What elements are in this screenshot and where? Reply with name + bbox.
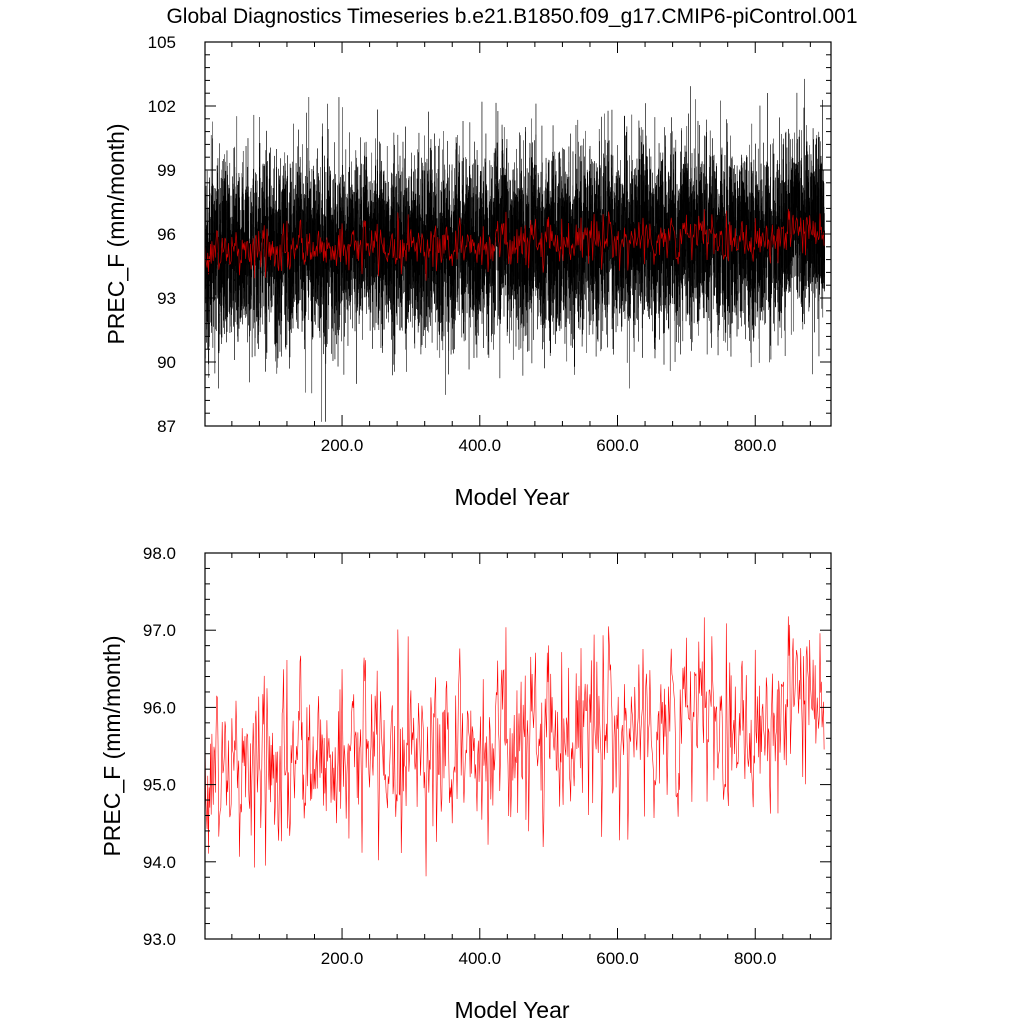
bottom-series-line-1 [204, 616, 825, 877]
bottom-x-axis-label: Model Year [454, 997, 569, 1023]
chart-title: Global Diagnostics Timeseries b.e21.B185… [166, 5, 857, 28]
top-x-tick-label: 400.0 [459, 436, 502, 455]
top-y-tick-label: 96 [157, 225, 176, 244]
bottom-plot-frame [204, 552, 832, 940]
top-y-tick-label: 90 [157, 353, 176, 372]
top-panel: 200.0 400.0 600.0 800.0 87 90 93 96 99 102 105 Mod… [103, 33, 832, 510]
bottom-y-tick-label: 98.0 [143, 544, 176, 563]
bottom-x-tick-label: 400.0 [459, 949, 502, 968]
top-x-axis-label: Model Year [454, 484, 569, 510]
top-series-line-1 [204, 78, 825, 422]
top-y-tick-label: 102 [148, 97, 176, 116]
top-x-tick-label: 200.0 [321, 436, 364, 455]
bottom-x-tick-label: 800.0 [734, 949, 777, 968]
bottom-y-axis-label: PREC_F (mm/month) [99, 635, 125, 856]
bottom-x-tick-label: 600.0 [596, 949, 639, 968]
bottom-y-tick-label: 94.0 [143, 853, 176, 872]
top-y-tick-label: 105 [148, 33, 176, 52]
bottom-axis-ticks: 200.0 400.0 600.0 800.0 93.0 94.0 95.0 96.0 97.0… [143, 544, 831, 968]
bottom-y-tick-label: 95.0 [143, 776, 176, 795]
top-axis-ticks: 200.0 400.0 600.0 800.0 87 90 93 96 99 102 105 [148, 33, 831, 455]
top-y-tick-label: 87 [157, 417, 176, 436]
top-x-tick-label: 800.0 [734, 436, 777, 455]
top-x-tick-label: 600.0 [596, 436, 639, 455]
bottom-y-tick-label: 96.0 [143, 698, 176, 717]
top-plot-area [204, 78, 825, 422]
bottom-y-tick-label: 93.0 [143, 930, 176, 949]
top-y-tick-label: 93 [157, 289, 176, 308]
top-y-tick-label: 99 [157, 161, 176, 180]
top-series-line-2 [204, 208, 825, 281]
bottom-x-tick-label: 200.0 [321, 949, 364, 968]
top-y-axis-label: PREC_F (mm/month) [103, 123, 129, 344]
bottom-plot-area [204, 616, 825, 877]
bottom-panel: 200.0 400.0 600.0 800.0 93.0 94.0 95.0 96.0 97.0… [99, 544, 832, 1023]
bottom-y-tick-label: 97.0 [143, 621, 176, 640]
